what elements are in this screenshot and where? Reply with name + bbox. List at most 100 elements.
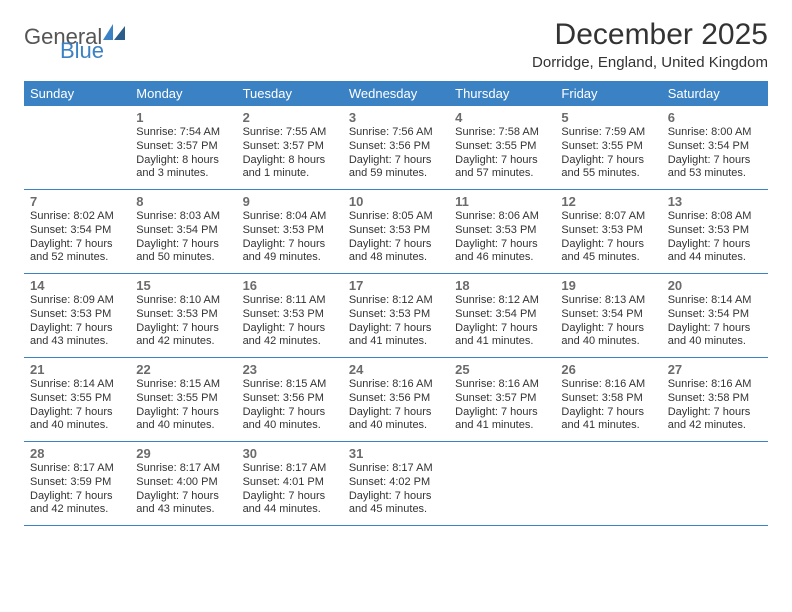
sunset-text: Sunset: 3:59 PM: [30, 476, 124, 490]
sunrise-text: Sunrise: 8:16 AM: [349, 378, 443, 392]
day-number: 27: [668, 362, 762, 377]
daylight-text-2: and 49 minutes.: [243, 251, 337, 265]
sunset-text: Sunset: 3:53 PM: [349, 308, 443, 322]
sunrise-text: Sunrise: 7:55 AM: [243, 126, 337, 140]
calendar-day: 15Sunrise: 8:10 AMSunset: 3:53 PMDayligh…: [130, 274, 236, 357]
daylight-text-2: and 53 minutes.: [668, 167, 762, 181]
daylight-text-1: Daylight: 7 hours: [349, 238, 443, 252]
calendar-day-empty: [24, 106, 130, 189]
daylight-text-1: Daylight: 7 hours: [349, 406, 443, 420]
sunset-text: Sunset: 3:53 PM: [455, 224, 549, 238]
calendar-week: 1Sunrise: 7:54 AMSunset: 3:57 PMDaylight…: [24, 106, 768, 190]
day-number: 4: [455, 110, 549, 125]
day-number: 20: [668, 278, 762, 293]
daylight-text-2: and 45 minutes.: [561, 251, 655, 265]
calendar-day: 7Sunrise: 8:02 AMSunset: 3:54 PMDaylight…: [24, 190, 130, 273]
daylight-text-1: Daylight: 7 hours: [455, 322, 549, 336]
daylight-text-1: Daylight: 7 hours: [30, 406, 124, 420]
day-number: 10: [349, 194, 443, 209]
daylight-text-2: and 43 minutes.: [136, 503, 230, 517]
day-number: 6: [668, 110, 762, 125]
daylight-text-2: and 42 minutes.: [30, 503, 124, 517]
dayhead-monday: Monday: [130, 81, 236, 106]
sunrise-text: Sunrise: 8:09 AM: [30, 294, 124, 308]
sunset-text: Sunset: 3:54 PM: [668, 308, 762, 322]
sunrise-text: Sunrise: 8:12 AM: [349, 294, 443, 308]
daylight-text-1: Daylight: 8 hours: [243, 154, 337, 168]
day-number: 14: [30, 278, 124, 293]
sunset-text: Sunset: 4:01 PM: [243, 476, 337, 490]
daylight-text-2: and 52 minutes.: [30, 251, 124, 265]
calendar-day: 14Sunrise: 8:09 AMSunset: 3:53 PMDayligh…: [24, 274, 130, 357]
calendar-day: 21Sunrise: 8:14 AMSunset: 3:55 PMDayligh…: [24, 358, 130, 441]
calendar-week: 21Sunrise: 8:14 AMSunset: 3:55 PMDayligh…: [24, 358, 768, 442]
sunrise-text: Sunrise: 7:56 AM: [349, 126, 443, 140]
sunset-text: Sunset: 3:57 PM: [136, 140, 230, 154]
day-number: 19: [561, 278, 655, 293]
calendar-day: 22Sunrise: 8:15 AMSunset: 3:55 PMDayligh…: [130, 358, 236, 441]
daylight-text-1: Daylight: 7 hours: [668, 406, 762, 420]
daylight-text-1: Daylight: 7 hours: [136, 490, 230, 504]
calendar-day: 16Sunrise: 8:11 AMSunset: 3:53 PMDayligh…: [237, 274, 343, 357]
daylight-text-1: Daylight: 7 hours: [668, 238, 762, 252]
daylight-text-2: and 41 minutes.: [455, 335, 549, 349]
sunset-text: Sunset: 3:55 PM: [561, 140, 655, 154]
daylight-text-1: Daylight: 7 hours: [349, 322, 443, 336]
daylight-text-2: and 59 minutes.: [349, 167, 443, 181]
daylight-text-1: Daylight: 7 hours: [243, 490, 337, 504]
sunrise-text: Sunrise: 8:08 AM: [668, 210, 762, 224]
calendar-day: 9Sunrise: 8:04 AMSunset: 3:53 PMDaylight…: [237, 190, 343, 273]
sunset-text: Sunset: 3:54 PM: [136, 224, 230, 238]
sunrise-text: Sunrise: 8:16 AM: [561, 378, 655, 392]
sunset-text: Sunset: 3:54 PM: [561, 308, 655, 322]
sunrise-text: Sunrise: 8:02 AM: [30, 210, 124, 224]
dayhead-friday: Friday: [555, 81, 661, 106]
calendar-day-empty: [449, 442, 555, 525]
sunset-text: Sunset: 3:57 PM: [455, 392, 549, 406]
daylight-text-2: and 50 minutes.: [136, 251, 230, 265]
daylight-text-2: and 40 minutes.: [561, 335, 655, 349]
sunset-text: Sunset: 3:58 PM: [561, 392, 655, 406]
sunrise-text: Sunrise: 8:10 AM: [136, 294, 230, 308]
dayhead-wednesday: Wednesday: [343, 81, 449, 106]
sunrise-text: Sunrise: 8:14 AM: [30, 378, 124, 392]
calendar-day: 28Sunrise: 8:17 AMSunset: 3:59 PMDayligh…: [24, 442, 130, 525]
sunset-text: Sunset: 3:53 PM: [668, 224, 762, 238]
daylight-text-1: Daylight: 7 hours: [561, 154, 655, 168]
daylight-text-2: and 40 minutes.: [243, 419, 337, 433]
calendar-day: 1Sunrise: 7:54 AMSunset: 3:57 PMDaylight…: [130, 106, 236, 189]
daylight-text-2: and 42 minutes.: [668, 419, 762, 433]
calendar-day: 27Sunrise: 8:16 AMSunset: 3:58 PMDayligh…: [662, 358, 768, 441]
sunrise-text: Sunrise: 8:14 AM: [668, 294, 762, 308]
header: GeneralBlue December 2025 Dorridge, Engl…: [24, 18, 768, 71]
day-number: 24: [349, 362, 443, 377]
title-block: December 2025 Dorridge, England, United …: [532, 18, 768, 71]
day-number: 23: [243, 362, 337, 377]
day-number: 28: [30, 446, 124, 461]
daylight-text-1: Daylight: 7 hours: [561, 322, 655, 336]
calendar-day: 20Sunrise: 8:14 AMSunset: 3:54 PMDayligh…: [662, 274, 768, 357]
daylight-text-2: and 42 minutes.: [243, 335, 337, 349]
daylight-text-1: Daylight: 7 hours: [136, 238, 230, 252]
sunrise-text: Sunrise: 8:05 AM: [349, 210, 443, 224]
sunset-text: Sunset: 3:53 PM: [30, 308, 124, 322]
daylight-text-2: and 40 minutes.: [136, 419, 230, 433]
calendar-sheet: GeneralBlue December 2025 Dorridge, Engl…: [0, 0, 792, 526]
daylight-text-1: Daylight: 7 hours: [30, 322, 124, 336]
day-number: 17: [349, 278, 443, 293]
calendar-day: 3Sunrise: 7:56 AMSunset: 3:56 PMDaylight…: [343, 106, 449, 189]
calendar-day: 26Sunrise: 8:16 AMSunset: 3:58 PMDayligh…: [555, 358, 661, 441]
daylight-text-1: Daylight: 7 hours: [561, 406, 655, 420]
sunrise-text: Sunrise: 8:04 AM: [243, 210, 337, 224]
daylight-text-2: and 42 minutes.: [136, 335, 230, 349]
sunrise-text: Sunrise: 8:16 AM: [455, 378, 549, 392]
sunset-text: Sunset: 4:00 PM: [136, 476, 230, 490]
day-number: 2: [243, 110, 337, 125]
sunrise-text: Sunrise: 8:15 AM: [136, 378, 230, 392]
calendar-week: 7Sunrise: 8:02 AMSunset: 3:54 PMDaylight…: [24, 190, 768, 274]
calendar-day: 17Sunrise: 8:12 AMSunset: 3:53 PMDayligh…: [343, 274, 449, 357]
calendar-day: 4Sunrise: 7:58 AMSunset: 3:55 PMDaylight…: [449, 106, 555, 189]
location: Dorridge, England, United Kingdom: [532, 54, 768, 71]
sunrise-text: Sunrise: 8:11 AM: [243, 294, 337, 308]
day-number: 30: [243, 446, 337, 461]
